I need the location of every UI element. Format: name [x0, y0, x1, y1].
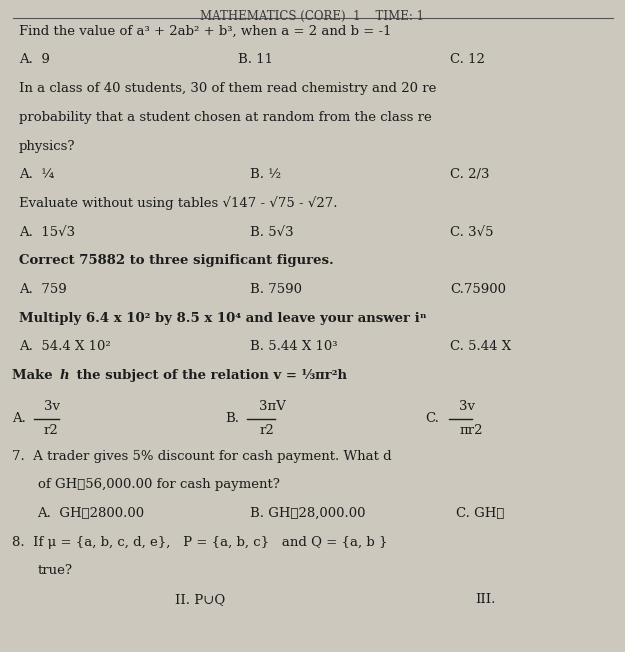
Text: C. 12: C. 12: [450, 53, 485, 67]
Text: 8.  If μ = {a, b, c, d, e},   P = {a, b, c}   and Q = {a, b }: 8. If μ = {a, b, c, d, e}, P = {a, b, c}…: [12, 536, 388, 549]
Text: C.: C.: [425, 412, 439, 425]
Text: B. 7590: B. 7590: [250, 283, 302, 296]
Text: A.  54.4 X 10²: A. 54.4 X 10²: [19, 340, 111, 353]
Text: the subject of the relation v = ⅓πr²h: the subject of the relation v = ⅓πr²h: [72, 369, 347, 382]
Text: Multiply 6.4 x 10² by 8.5 x 10⁴ and leave your answer iⁿ: Multiply 6.4 x 10² by 8.5 x 10⁴ and leav…: [19, 312, 426, 325]
Text: physics?: physics?: [19, 140, 75, 153]
Text: Evaluate without using tables √147 - √75 - √27.: Evaluate without using tables √147 - √75…: [19, 196, 338, 211]
Text: h: h: [59, 369, 69, 382]
Text: A.  GH₲2800.00: A. GH₲2800.00: [38, 507, 144, 520]
Text: C. 3√5: C. 3√5: [450, 226, 494, 239]
Text: 3v: 3v: [44, 400, 60, 413]
Text: true?: true?: [38, 565, 72, 578]
Text: r2: r2: [259, 424, 274, 437]
Text: B. GH₲28,000.00: B. GH₲28,000.00: [250, 507, 366, 520]
Text: C. GH₲: C. GH₲: [456, 507, 504, 520]
Text: In a class of 40 students, 30 of them read chemistry and 20 re: In a class of 40 students, 30 of them re…: [19, 82, 436, 95]
Text: 7.  A trader gives 5% discount for cash payment. What d: 7. A trader gives 5% discount for cash p…: [12, 450, 392, 463]
Text: B.: B.: [225, 412, 239, 425]
Text: r2: r2: [44, 424, 59, 437]
Text: 3πV: 3πV: [259, 400, 286, 413]
Text: B. 5.44 X 10³: B. 5.44 X 10³: [250, 340, 338, 353]
Text: A.: A.: [12, 412, 26, 425]
Text: II. P∪Q: II. P∪Q: [175, 593, 225, 606]
Text: A.  9: A. 9: [19, 53, 49, 67]
Text: Make: Make: [12, 369, 58, 382]
Text: III.: III.: [475, 593, 496, 606]
Text: Correct 75882 to three significant figures.: Correct 75882 to three significant figur…: [19, 254, 334, 267]
Text: C. 5.44 X: C. 5.44 X: [450, 340, 511, 353]
Text: C.75900: C.75900: [450, 283, 506, 296]
Text: MATHEMATICS (CORE)  1    TIME: 1: MATHEMATICS (CORE) 1 TIME: 1: [201, 10, 424, 23]
Text: πr2: πr2: [459, 424, 483, 437]
Text: B. ½: B. ½: [250, 168, 281, 181]
Text: A.  ¼: A. ¼: [19, 168, 54, 181]
Text: 3v: 3v: [459, 400, 476, 413]
Text: B. 11: B. 11: [238, 53, 272, 67]
Text: of GH₲56,000.00 for cash payment?: of GH₲56,000.00 for cash payment?: [38, 479, 279, 492]
Text: A.  759: A. 759: [19, 283, 66, 296]
Text: C. 2/3: C. 2/3: [450, 168, 489, 181]
Text: B. 5√3: B. 5√3: [250, 226, 294, 239]
Text: Find the value of a³ + 2ab² + b³, when a = 2 and b = -1: Find the value of a³ + 2ab² + b³, when a…: [19, 25, 391, 38]
Text: probability that a student chosen at random from the class re: probability that a student chosen at ran…: [19, 111, 431, 124]
Text: A.  15√3: A. 15√3: [19, 226, 75, 239]
